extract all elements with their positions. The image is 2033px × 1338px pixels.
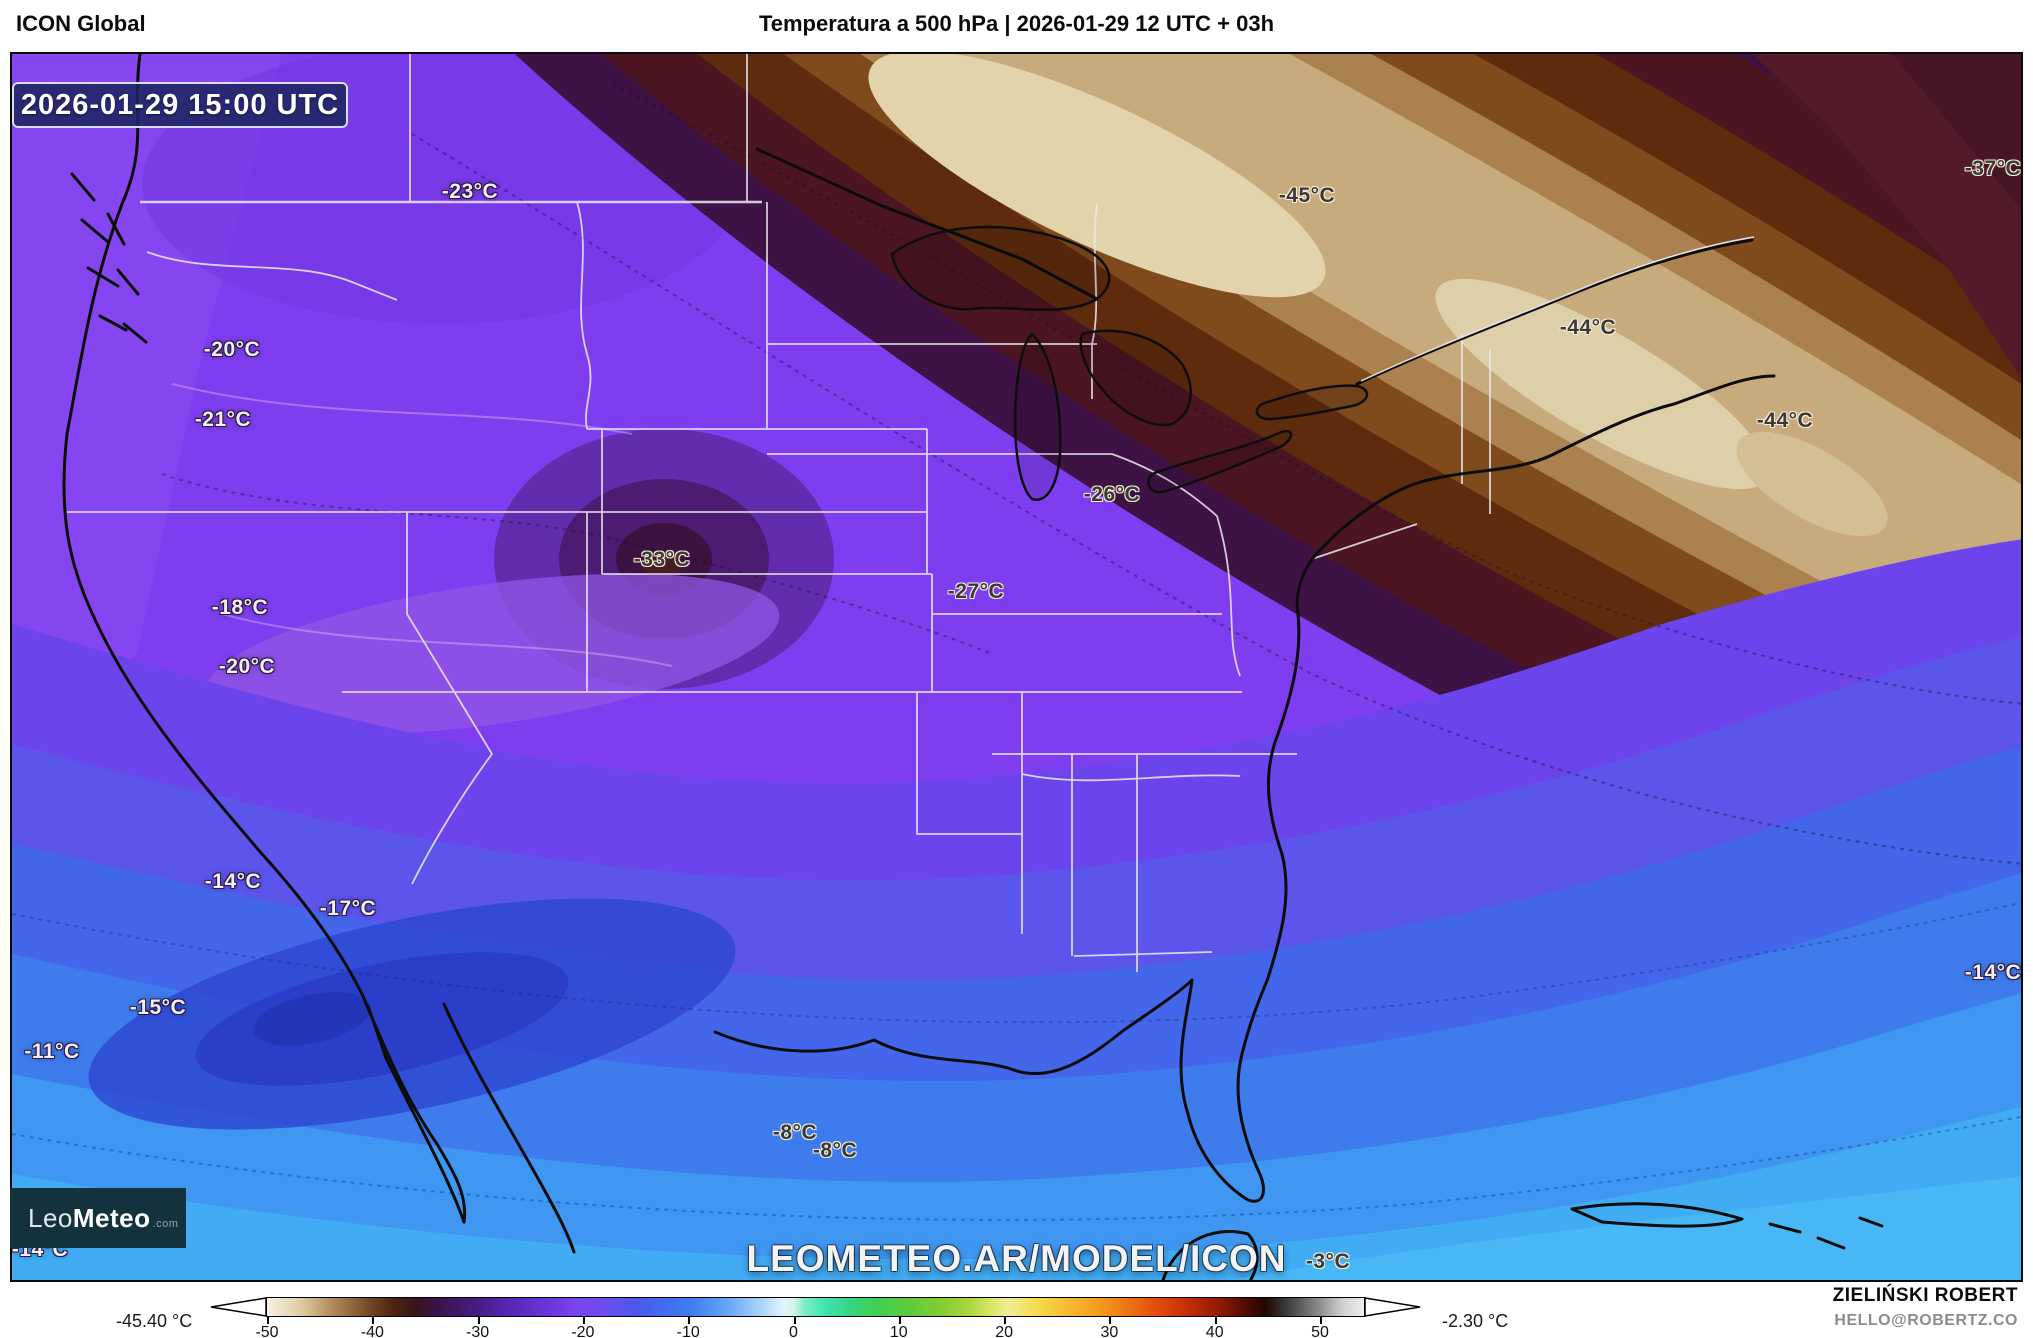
timestamp-badge: 2026-01-29 15:00 UTC: [12, 82, 348, 128]
colorbar-tick: [793, 1317, 796, 1324]
temperature-label: -27°C: [947, 580, 1005, 603]
temperature-label: -44°C: [1756, 409, 1814, 432]
temperature-field-graphic: [12, 54, 2021, 1280]
colorbar-tick-label: -20: [571, 1324, 595, 1338]
temperature-label: -45°C: [1278, 184, 1336, 207]
leometeo-logo: LeoMeteo .com: [10, 1188, 186, 1248]
colorbar-tick: [582, 1317, 585, 1324]
colorbar-tick: [1004, 1317, 1007, 1324]
scale-min-value: -45.40 °C: [116, 1311, 193, 1331]
colorbar-tick: [1320, 1317, 1322, 1324]
temperature-label: -14°C: [1964, 961, 2022, 984]
colorbar-tick-label: 40: [1205, 1324, 1224, 1338]
colorbar-tick-label: 20: [995, 1324, 1013, 1338]
colorbar-tick-label: -40: [360, 1324, 384, 1338]
map-canvas: [10, 52, 2023, 1282]
footer-bar: -45.40 °C -50 -40 -30 -20 -10 0 10 20 30 40 50 -2.…: [0, 1282, 2033, 1338]
author-contact: HELLO@ROBERTZ.CO: [1834, 1312, 2018, 1329]
logo-tld: .com: [152, 1217, 179, 1230]
page-title: Temperatura a 500 hPa | 2026-01-29 12 UT…: [758, 11, 1275, 36]
colorbar-tick-label: -30: [466, 1324, 490, 1338]
temperature-label: -3°C: [1305, 1250, 1351, 1273]
temperature-label: -20°C: [203, 338, 261, 361]
temperature-label: -44°C: [1559, 316, 1617, 339]
colorbar-tick: [688, 1317, 691, 1324]
temperature-label: -21°C: [194, 408, 252, 431]
temperature-label: -8°C: [812, 1139, 858, 1162]
colorbar-tick: [898, 1317, 901, 1324]
author-name: ZIELIŃSKI ROBERT: [1832, 1285, 2018, 1306]
temperature-label: -15°C: [129, 996, 187, 1019]
colorbar-tick: [1214, 1317, 1217, 1324]
temperature-label: -17°C: [319, 897, 377, 920]
temperature-label: -26°C: [1083, 483, 1141, 506]
colorbar: [266, 1297, 1365, 1317]
temperature-label: -37°C: [1964, 157, 2022, 180]
watermark-text: LEOMETEO.AR/MODEL/ICON: [746, 1238, 1287, 1279]
colorbar-tick: [267, 1317, 269, 1324]
temperature-label: -14°C: [204, 870, 262, 893]
colorbar-tick-label: 10: [889, 1324, 908, 1338]
temperature-label: -11°C: [24, 1040, 80, 1063]
colorbar-tick-label: -10: [676, 1324, 700, 1338]
model-name: ICON Global: [16, 11, 146, 36]
logo-text: LeoMeteo .com: [28, 1202, 179, 1233]
temperature-label: -20°C: [218, 655, 276, 678]
colorbar-tick-label: 50: [1311, 1324, 1329, 1338]
colorbar-tick: [1109, 1317, 1112, 1324]
timestamp-text: 2026-01-29 15:00 UTC: [20, 88, 340, 121]
colorbar-left-arrow: [210, 1297, 267, 1317]
scale-max-value: -2.30 °C: [1442, 1311, 1509, 1331]
colorbar-tick-label: -50: [255, 1324, 279, 1338]
colorbar-tick: [477, 1317, 480, 1324]
colorbar-tick-label: 30: [1100, 1324, 1119, 1338]
colorbar-tick-label: 0: [789, 1324, 798, 1338]
temperature-label: -23°C: [441, 180, 499, 203]
colorbar-right-arrow: [1364, 1297, 1421, 1317]
temperature-label: -8°C: [772, 1121, 818, 1144]
header-bar: ICON Global Temperatura a 500 hPa | 2026…: [0, 0, 2033, 52]
temperature-label: -18°C: [211, 596, 269, 619]
colorbar-tick: [372, 1317, 375, 1324]
temperature-label: -33°C: [633, 548, 691, 571]
